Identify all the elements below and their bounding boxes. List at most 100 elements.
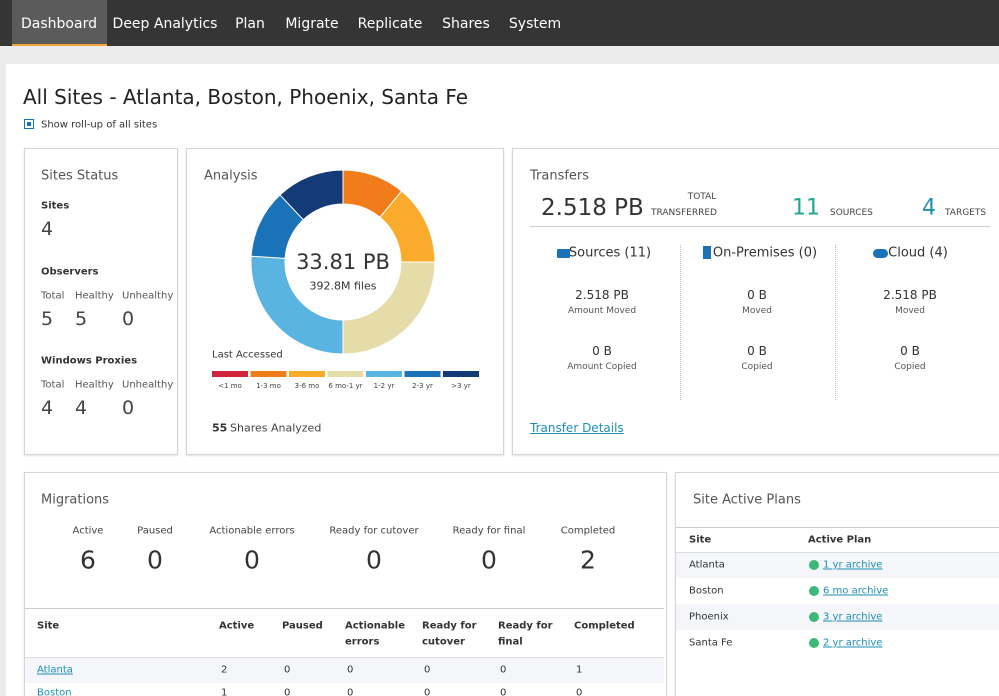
nav-tab[interactable]: Dashboard [21, 16, 97, 32]
nav-tab[interactable]: Deep Analytics [112, 16, 218, 32]
value: 4 [41, 397, 54, 419]
total-label: TRANSFERRED [651, 208, 717, 218]
table-cell: 0 [347, 687, 354, 696]
metric-value: 2.518 PB [575, 288, 629, 302]
column-title: Sources (11) [568, 245, 652, 261]
plan-link[interactable]: 3 yr archive [823, 611, 883, 623]
metric-label: Moved [742, 306, 772, 316]
group-label: Windows Proxies [41, 355, 138, 367]
summary-value: 0 [244, 545, 260, 575]
divider [25, 657, 664, 658]
table-cell: 0 [284, 687, 291, 696]
check-icon [809, 612, 819, 622]
building-icon [703, 246, 711, 259]
cloud-icon [873, 249, 888, 258]
table-header: cutover [422, 636, 465, 648]
legend-label: 1-3 mo [256, 382, 281, 390]
table-cell: Santa Fe [689, 637, 733, 649]
table-header: Ready for [422, 620, 477, 632]
targets-value: 4 [922, 195, 936, 221]
card-title: Transfers [530, 168, 590, 184]
column-title: Cloud (4) [888, 245, 948, 261]
legend-swatch [212, 371, 248, 377]
table-header: Active [219, 620, 255, 632]
legend-label: 3-6 mo [294, 382, 320, 390]
summary-value: 2 [580, 545, 596, 575]
column-divider [680, 245, 681, 400]
plans-card [675, 472, 999, 696]
metric-label: Amount Copied [567, 362, 637, 372]
nav-tab[interactable]: Plan [235, 16, 265, 32]
value: 4 [75, 397, 88, 419]
table-header: Site [689, 534, 712, 546]
metric-label: Amount Moved [567, 306, 637, 316]
metric-value: 0 B [747, 288, 767, 302]
summary-label: Completed [560, 525, 616, 537]
column-label: Total [41, 290, 65, 302]
value: 4 [41, 218, 54, 240]
summary-label: Active [72, 525, 104, 537]
legend-swatch [366, 371, 402, 377]
legend-title: Last Accessed [212, 349, 283, 361]
divider [676, 552, 999, 553]
legend-swatch [443, 371, 479, 377]
label: Sites [41, 200, 70, 212]
value: 0 [122, 397, 135, 419]
sites-status-card [24, 148, 178, 455]
table-cell: 2 [221, 664, 228, 676]
table-header: Ready for [498, 620, 553, 632]
legend-label: >3 yr [451, 382, 471, 390]
table-cell: 0 [424, 664, 431, 676]
divider [530, 226, 990, 227]
table-header: Actionable [345, 620, 405, 632]
legend-swatch [404, 371, 441, 377]
transfers-card [512, 148, 999, 455]
active-tab [12, 0, 107, 46]
donut-segment [342, 261, 436, 355]
donut-files: 392.8M files [309, 279, 377, 293]
table-cell: 0 [424, 687, 431, 696]
plan-link[interactable]: 6 mo archive [823, 585, 889, 597]
total-value: 2.518 PB [541, 195, 644, 221]
summary-label: Ready for cutover [329, 525, 419, 537]
plan-link[interactable]: 2 yr archive [823, 637, 883, 649]
summary-value: 6 [80, 545, 96, 575]
divider [676, 527, 999, 528]
table-header: Completed [574, 620, 635, 632]
folder-icon [557, 249, 570, 258]
metric-label: Copied [894, 362, 926, 372]
nav-tab[interactable]: Replicate [357, 16, 423, 32]
nav-tab[interactable]: Migrate [285, 16, 339, 32]
table-cell: Phoenix [689, 611, 729, 623]
nav-tab[interactable]: Shares [442, 16, 490, 32]
donut-total: 33.81 PB [296, 250, 390, 274]
legend-swatch [327, 371, 364, 377]
legend-label: 1-2 yr [373, 382, 395, 390]
legend-label: <1 mo [218, 382, 242, 390]
table-row-bg [25, 657, 664, 683]
table-header: final [498, 636, 523, 648]
transfer-details-link[interactable]: Transfer Details [530, 421, 624, 435]
site-link[interactable]: Boston [37, 687, 72, 696]
page-title: All Sites - Atlanta, Boston, Phoenix, Sa… [23, 85, 469, 109]
legend-label: 6 mo-1 yr [328, 382, 363, 390]
summary-label: Paused [137, 525, 173, 537]
table-cell: 1 [221, 687, 228, 696]
table-header: Site [37, 620, 60, 632]
metric-label: Moved [895, 306, 925, 316]
metric-label: Copied [741, 362, 773, 372]
card-title: Site Active Plans [693, 492, 801, 508]
column-divider [835, 245, 836, 400]
site-link[interactable]: Atlanta [37, 664, 73, 676]
targets-label: TARGETS [945, 208, 987, 218]
plan-row-bg [676, 552, 999, 578]
nav-tab[interactable]: System [508, 16, 562, 32]
divider [25, 608, 664, 609]
legend-swatch [250, 371, 287, 377]
metric-value: 0 B [900, 344, 920, 358]
plan-link[interactable]: 1 yr archive [823, 559, 883, 571]
metric-value: 0 B [747, 344, 767, 358]
table-cell: 0 [500, 664, 507, 676]
